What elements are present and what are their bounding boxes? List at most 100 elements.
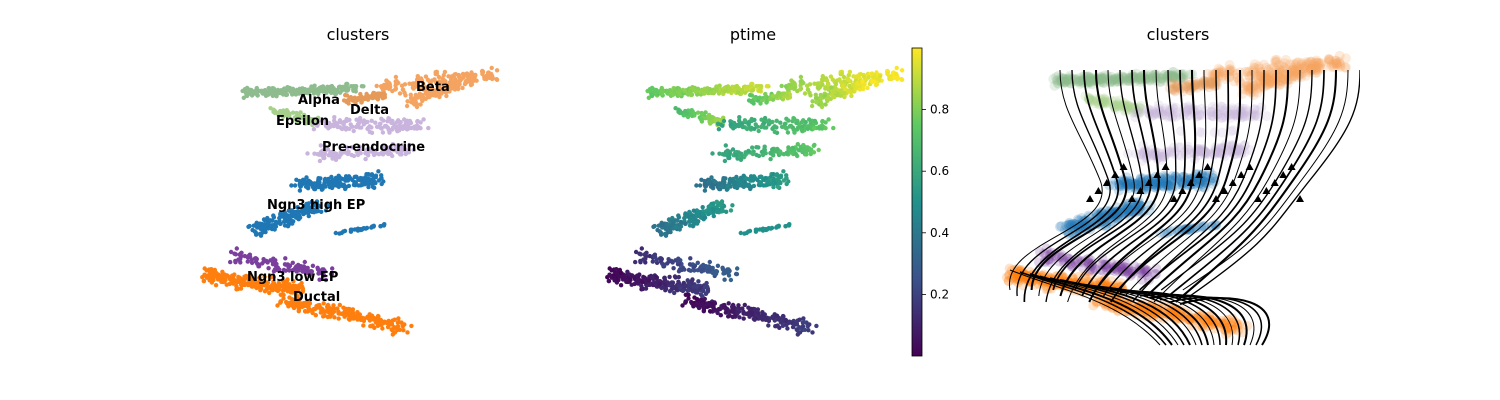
scatter-point xyxy=(1135,72,1146,83)
scatter-point xyxy=(354,174,359,180)
scatter-point xyxy=(688,256,693,261)
scatter-point xyxy=(387,82,392,87)
scatter-point xyxy=(1146,144,1157,155)
scatter-point xyxy=(746,98,752,103)
scatter-point xyxy=(653,274,659,279)
scatter-point xyxy=(640,279,645,285)
scatter-point xyxy=(799,127,804,132)
scatter-point xyxy=(1136,176,1147,187)
scatter-point xyxy=(285,277,290,282)
scatter-point xyxy=(776,90,782,96)
scatter-point xyxy=(768,151,773,156)
scatter-point xyxy=(1274,80,1285,90)
scatter-point xyxy=(805,126,811,131)
scatter-point xyxy=(1080,215,1091,226)
scatter-point xyxy=(792,322,797,327)
scatter-point xyxy=(1196,103,1207,114)
scatter-point xyxy=(1172,173,1183,184)
scatter-point xyxy=(741,316,746,321)
scatter-point xyxy=(260,230,265,235)
scatter-point xyxy=(1078,216,1089,227)
scatter-point xyxy=(663,222,669,227)
scatter-point xyxy=(1149,72,1160,83)
scatter-point xyxy=(638,258,643,264)
scatter-point xyxy=(1196,110,1207,121)
scatter-point xyxy=(1092,218,1102,229)
scatter-point xyxy=(291,305,297,310)
scatter-point xyxy=(336,155,342,160)
scatter-point xyxy=(1109,74,1120,85)
scatter-point xyxy=(408,92,413,98)
scatter-point xyxy=(755,310,761,315)
scatter-point xyxy=(1203,82,1214,93)
scatter-point xyxy=(367,129,372,135)
panel-clusters: clusters Beta Alpha Delta Epsilon Pre-en… xyxy=(200,25,500,337)
scatter-point xyxy=(317,89,322,94)
scatter-point xyxy=(794,120,799,126)
scatter-point xyxy=(1248,87,1259,97)
scatter-point xyxy=(737,315,742,320)
scatter-point xyxy=(396,319,402,325)
scatter-point xyxy=(387,130,392,135)
scatter-point xyxy=(1255,71,1266,82)
scatter-point xyxy=(685,288,690,293)
scatter-point xyxy=(805,87,811,93)
scatter-point xyxy=(286,265,291,270)
scatter-point xyxy=(343,186,348,192)
scatter-point xyxy=(445,83,451,88)
scatter-point xyxy=(728,277,734,283)
scatter-point xyxy=(768,156,773,162)
scatter-point xyxy=(1240,103,1251,114)
scatter-point xyxy=(1202,68,1213,79)
scatter-point xyxy=(489,71,494,77)
scatter-point xyxy=(336,316,341,321)
scatter-point xyxy=(860,79,865,84)
scatter-point xyxy=(1271,54,1282,65)
scatter-point xyxy=(418,126,423,131)
scatter-point xyxy=(802,91,808,96)
scatter-point xyxy=(290,110,296,115)
scatter-point xyxy=(359,100,364,105)
scatter-point xyxy=(325,203,330,208)
scatter-point xyxy=(774,94,779,99)
scatter-point xyxy=(1324,57,1334,67)
scatter-point xyxy=(356,183,361,188)
scatter-point xyxy=(1167,72,1178,83)
scatter-point xyxy=(297,215,303,220)
scatter-point xyxy=(1108,74,1119,85)
scatter-point xyxy=(1083,77,1094,88)
scatter-point xyxy=(1249,110,1260,121)
scatter-point xyxy=(1122,180,1133,191)
scatter-point xyxy=(687,223,693,228)
scatter-point xyxy=(1263,74,1273,85)
scatter-point xyxy=(1340,53,1351,64)
scatter-point xyxy=(248,274,254,279)
scatter-point xyxy=(363,151,368,156)
scatter-point xyxy=(1301,57,1312,67)
scatter-point xyxy=(1324,54,1335,65)
scatter-point xyxy=(1290,66,1301,77)
scatter-point xyxy=(224,282,229,287)
scatter-point xyxy=(273,219,279,225)
scatter-point xyxy=(721,177,726,182)
scatter-point xyxy=(875,76,880,82)
scatter-point xyxy=(403,93,408,98)
scatter-point xyxy=(1135,100,1146,111)
scatter-point xyxy=(783,318,789,323)
scatter-point xyxy=(1145,73,1156,83)
scatter-point xyxy=(715,310,720,316)
scatter-point xyxy=(874,82,880,87)
scatter-point xyxy=(1227,66,1238,76)
scatter-point xyxy=(738,230,743,236)
scatter-point xyxy=(770,181,775,186)
scatter-point xyxy=(823,102,828,107)
scatter-point xyxy=(1279,62,1290,73)
scatter-point xyxy=(754,152,759,158)
scatter-point xyxy=(314,199,320,204)
scatter-point xyxy=(282,219,287,224)
scatter-point xyxy=(484,76,489,82)
scatter-point xyxy=(1181,81,1192,92)
scatter-point xyxy=(337,90,343,95)
scatter-point xyxy=(236,274,241,280)
scatter-point xyxy=(1085,73,1096,84)
